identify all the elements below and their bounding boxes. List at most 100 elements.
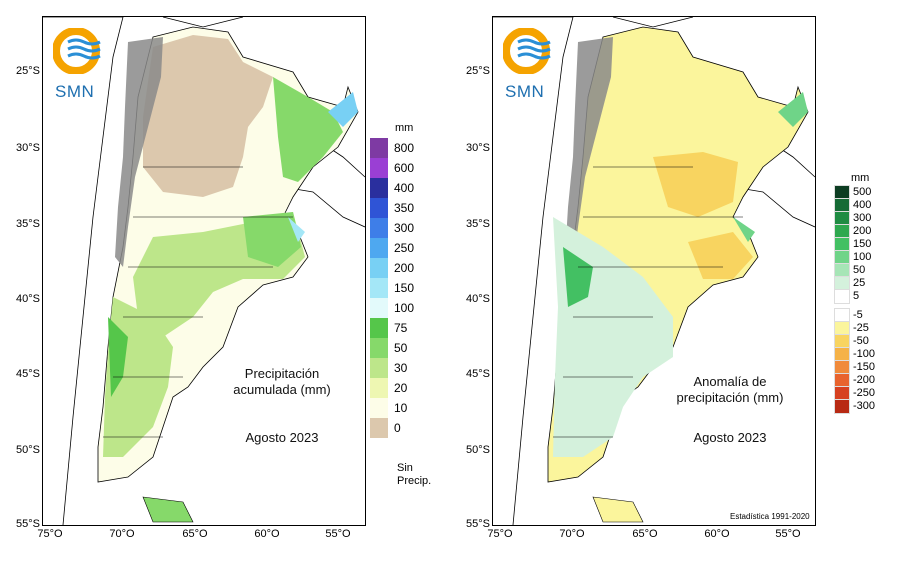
- legend-swatch: [834, 360, 850, 375]
- legend-label: 400: [394, 181, 415, 195]
- legend-swatch: [370, 218, 388, 238]
- chile-outline: [493, 17, 574, 525]
- legend-swatch: [834, 334, 850, 349]
- lon-label: 65°O: [182, 528, 208, 540]
- legend-swatch: [834, 211, 850, 226]
- legend-unit: mm: [395, 122, 414, 134]
- map-date: Agosto 2023: [693, 430, 767, 445]
- tierra-del-fuego: [592, 496, 644, 523]
- lat-label: 25°S: [16, 65, 40, 77]
- legend-swatch: [370, 178, 388, 198]
- legend-swatch: [834, 237, 850, 252]
- lat-label: 40°S: [466, 293, 490, 305]
- legend-swatch: [834, 321, 850, 336]
- legend-swatch: [370, 398, 388, 418]
- legend-label: 350: [394, 201, 415, 215]
- legend-label: 25: [853, 277, 866, 289]
- legend-label: 300: [853, 212, 872, 224]
- legend-label: 10: [394, 401, 408, 415]
- legend-label: 150: [394, 281, 415, 295]
- legend-swatch: [370, 258, 388, 278]
- legend-swatch: [370, 378, 388, 398]
- no-precip-label-2: Precip.: [397, 475, 432, 487]
- legend-label: 20: [394, 381, 408, 395]
- lat-label: 35°S: [466, 218, 490, 230]
- smn-logo-icon: [52, 27, 101, 75]
- legend-unit: mm: [851, 172, 870, 184]
- legend-label: 150: [853, 238, 872, 250]
- lon-label: 75°O: [487, 528, 513, 540]
- chile-outline: [43, 17, 124, 525]
- legend-label: -100: [853, 348, 876, 360]
- lon-label: 55°O: [325, 528, 351, 540]
- legend-swatch: [370, 418, 388, 438]
- legend-swatch: [370, 238, 388, 258]
- lat-label: 30°S: [16, 142, 40, 154]
- legend-swatch: [834, 276, 850, 291]
- legend-swatch: [834, 198, 850, 213]
- ne-green-zone: [273, 77, 343, 182]
- lon-label: 65°O: [632, 528, 658, 540]
- left-panel: SMN 25°S 30°S 35°S 40°S 45°S 50°S 55°S 7…: [16, 16, 431, 540]
- map-title-line2: acumulada (mm): [233, 382, 331, 397]
- pos-anomaly-strong: [563, 247, 593, 307]
- legend-label: 0: [394, 421, 401, 435]
- legend-swatch: [370, 358, 388, 378]
- legend-swatch: [834, 289, 850, 304]
- legend-label: -300: [853, 400, 876, 412]
- tierra-del-fuego: [142, 496, 194, 523]
- legend-label: 500: [853, 186, 872, 198]
- smn-logo-text: SMN: [505, 82, 545, 101]
- anomaly-legend: 500 400 300 200 150 100 50 25 5 -5 -25 -50 -100 -150-…: [834, 185, 895, 416]
- legend-swatch: [834, 347, 850, 362]
- legend-swatch: [370, 338, 388, 358]
- legend-swatch: [370, 198, 388, 218]
- anomaly-map-svg: [493, 17, 815, 525]
- smn-logo-icon: [502, 27, 551, 75]
- legend-label: 100: [853, 251, 872, 263]
- precipitation-map: [42, 16, 366, 526]
- lat-label: 45°S: [16, 368, 40, 380]
- andes-relief: [115, 37, 163, 267]
- lat-label: 45°S: [466, 368, 490, 380]
- ne-blue-zone: [328, 92, 358, 127]
- smn-logo: [52, 27, 103, 79]
- lon-label: 70°O: [109, 528, 135, 540]
- bsas-blue-zone: [288, 217, 305, 242]
- no-precip-label: Sin Precip.: [397, 462, 431, 488]
- legend-label: 200: [853, 225, 872, 237]
- lat-label: 55°S: [16, 518, 40, 530]
- legend-label: -25: [853, 322, 869, 334]
- legend-swatch: [370, 278, 388, 298]
- precipitation-map-svg: [43, 17, 365, 525]
- legend-label: 300: [394, 221, 415, 235]
- legend-label: 800: [394, 141, 415, 155]
- bolivia-outline: [162, 17, 244, 28]
- legend-label: -150: [853, 361, 876, 373]
- neg-anomaly-zone: [653, 152, 738, 217]
- legend-label: 600: [394, 161, 415, 175]
- lat-label: 35°S: [16, 218, 40, 230]
- legend-swatch: [370, 318, 388, 338]
- lon-label: 60°O: [704, 528, 730, 540]
- legend-swatch: [370, 298, 388, 318]
- lat-label: 55°S: [466, 518, 490, 530]
- lon-label: 55°O: [775, 528, 801, 540]
- legend-label: 50: [853, 264, 866, 276]
- lat-label: 30°S: [466, 142, 490, 154]
- bsas-green-zone: [243, 212, 301, 267]
- right-panel: SMN 25°S 30°S 35°S 40°S 45°S 50°S 55°S 7…: [450, 0, 900, 567]
- legend-label: 100: [394, 301, 415, 315]
- legend-swatch: [370, 158, 388, 178]
- province-lines: [103, 166, 293, 438]
- legend-label: 5: [853, 290, 860, 302]
- legend-swatch: [834, 185, 850, 200]
- legend-swatch: [834, 250, 850, 265]
- legend-swatch: [834, 308, 850, 323]
- legend-label: 250: [394, 241, 415, 255]
- legend-label: 75: [394, 321, 408, 335]
- lat-label: 40°S: [16, 293, 40, 305]
- legend-label: 400: [853, 199, 872, 211]
- legend-label: 30: [394, 361, 408, 375]
- lon-label: 60°O: [254, 528, 280, 540]
